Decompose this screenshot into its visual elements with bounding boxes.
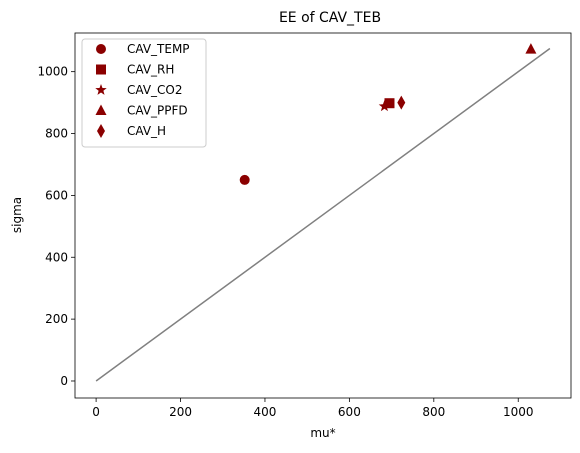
- y-tick-label: 600: [45, 188, 68, 202]
- point-cav-h: [397, 95, 406, 110]
- legend-label-cav-ppfd: CAV_PPFD: [127, 104, 188, 118]
- chart-title: EE of CAV_TEB: [279, 10, 381, 26]
- point-cav-rh: [384, 98, 395, 109]
- point-cav-temp: [239, 174, 250, 185]
- x-tick-label: 600: [338, 405, 361, 419]
- legend-label-cav-rh: CAV_RH: [127, 63, 174, 77]
- reference-line: [95, 47, 551, 382]
- x-axis-label: mu*: [310, 426, 335, 440]
- legend-marker-cav-temp: [96, 44, 106, 54]
- y-axis-ticks: 0 200 400 600 800 1000: [37, 65, 75, 388]
- x-tick-label: 1000: [503, 405, 534, 419]
- legend: CAV_TEMP CAV_RH CAV_CO2 CAV_PPFD CAV_H: [81, 38, 207, 148]
- y-tick-label: 0: [60, 374, 68, 388]
- x-tick-label: 800: [422, 405, 445, 419]
- x-tick-label: 400: [254, 405, 277, 419]
- point-cav-ppfd: [525, 43, 537, 54]
- legend-label-cav-h: CAV_H: [127, 124, 166, 138]
- x-tick-label: 200: [169, 405, 192, 419]
- y-tick-label: 800: [45, 127, 68, 141]
- y-axis-label: sigma: [10, 197, 24, 233]
- point-cav-co2: [378, 100, 391, 112]
- legend-label-cav-temp: CAV_TEMP: [127, 42, 190, 56]
- legend-marker-cav-rh: [96, 64, 106, 75]
- plot-frame: [74, 32, 572, 399]
- legend-marker-cav-h: [97, 124, 105, 138]
- legend-box: [81, 38, 207, 148]
- y-tick-label: 400: [45, 250, 68, 264]
- legend-marker-cav-co2: [95, 84, 107, 95]
- y-tick-label: 200: [45, 312, 68, 326]
- plot-content: [95, 43, 551, 382]
- legend-marker-cav-ppfd: [95, 104, 107, 115]
- x-axis-ticks: 0 200 400 600 800 1000: [92, 398, 534, 419]
- y-tick-label: 1000: [37, 65, 68, 79]
- legend-label-cav-co2: CAV_CO2: [127, 83, 183, 97]
- x-tick-label: 0: [92, 405, 100, 419]
